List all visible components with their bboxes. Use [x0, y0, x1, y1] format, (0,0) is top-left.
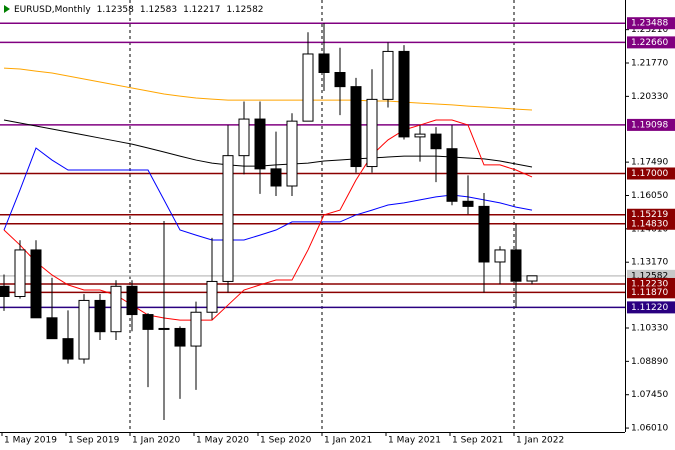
level-label: 1.23488 — [631, 19, 668, 29]
level-label: 1.17000 — [631, 169, 668, 179]
x-tick-label: 1 Jan 2020 — [132, 436, 180, 446]
x-tick-label: 1 May 2020 — [196, 436, 249, 446]
title-icon — [4, 5, 10, 13]
level-label: 1.12582 — [631, 271, 668, 281]
indicator-line — [3, 147, 533, 241]
candle-body — [430, 133, 442, 150]
candle-body — [158, 327, 170, 330]
candle-body — [78, 299, 90, 360]
y-tick-label: 1.07450 — [631, 390, 668, 400]
x-tick-label: 1 Sep 2020 — [260, 436, 312, 446]
candle-body — [62, 338, 74, 360]
x-tick-label: 1 Sep 2019 — [68, 436, 120, 446]
candle-body — [0, 285, 10, 297]
y-tick-label: 1.06010 — [631, 424, 668, 434]
symbol: EURUSD,Monthly — [14, 5, 91, 15]
y-tick-label: 1.23210 — [631, 25, 668, 35]
y-tick-label: 1.13170 — [631, 258, 668, 268]
candle-body — [526, 275, 538, 282]
level-label: 1.15219 — [631, 210, 668, 220]
candle-body — [302, 53, 314, 122]
x-tick-label: 1 May 2021 — [388, 436, 441, 446]
candle-body — [414, 133, 426, 138]
indicator-line — [3, 67, 533, 111]
level-label-box — [627, 217, 675, 230]
level-label-box — [627, 286, 675, 299]
level-label-box — [627, 17, 675, 30]
level-label-box — [627, 167, 675, 180]
candle-body — [190, 311, 202, 347]
x-tick-label: 1 Jan 2021 — [324, 436, 372, 446]
indicator-line — [3, 119, 533, 168]
x-tick-label: 1 Jan 2022 — [516, 436, 564, 446]
candle-body — [318, 53, 330, 74]
quote-value: 1.12583 — [140, 5, 177, 15]
candle-body — [110, 285, 122, 333]
candle-body — [14, 249, 26, 297]
candle-body — [254, 118, 266, 170]
candle-body — [222, 155, 234, 282]
candle-body — [238, 118, 250, 157]
level-label: 1.19098 — [631, 120, 668, 130]
x-tick-label: 1 Sep 2021 — [452, 436, 503, 446]
level-label-box — [627, 118, 675, 131]
candle-body — [462, 200, 474, 207]
candle-body — [94, 299, 106, 333]
candle-body — [142, 314, 154, 330]
y-tick-label: 1.08890 — [631, 357, 668, 367]
y-tick-label: 1.16050 — [631, 191, 668, 201]
quote-value: 1.12582 — [226, 5, 263, 15]
candle-body — [478, 205, 490, 263]
quote-value: 1.12217 — [183, 5, 220, 15]
candle-body — [126, 285, 138, 316]
candle-body — [446, 148, 458, 202]
level-label: 1.11870 — [631, 288, 668, 298]
level-label: 1.12230 — [631, 279, 668, 289]
y-tick-label: 1.10330 — [631, 323, 668, 333]
candle-body — [46, 317, 58, 340]
level-label-box — [627, 36, 675, 49]
candle-body — [382, 50, 394, 100]
candle-body — [366, 98, 378, 168]
candle-body — [270, 168, 282, 187]
candle-body — [30, 249, 42, 319]
y-tick-label: 1.17490 — [631, 158, 668, 168]
candle-body — [350, 86, 362, 168]
level-label-box — [627, 208, 675, 221]
candle-body — [510, 249, 522, 282]
level-label: 1.22660 — [631, 38, 668, 48]
indicator-line — [3, 119, 533, 321]
candle-body — [494, 249, 506, 263]
candle-body — [286, 120, 298, 187]
candle-body — [174, 327, 186, 347]
candle-body — [398, 50, 410, 138]
candle-body — [206, 280, 218, 313]
y-tick-label: 1.20330 — [631, 92, 668, 102]
level-label: 1.14830 — [631, 219, 668, 229]
x-tick-label: 1 May 2019 — [4, 436, 57, 446]
candle-body — [334, 72, 346, 88]
level-label-box — [627, 301, 675, 314]
chart-title: EURUSD,Monthly 1.12358 1.12583 1.12217 1.125… — [14, 5, 264, 15]
quote-value: 1.12358 — [97, 5, 134, 15]
y-tick-label: 1.21770 — [631, 59, 668, 69]
level-label: 1.11220 — [631, 303, 668, 313]
